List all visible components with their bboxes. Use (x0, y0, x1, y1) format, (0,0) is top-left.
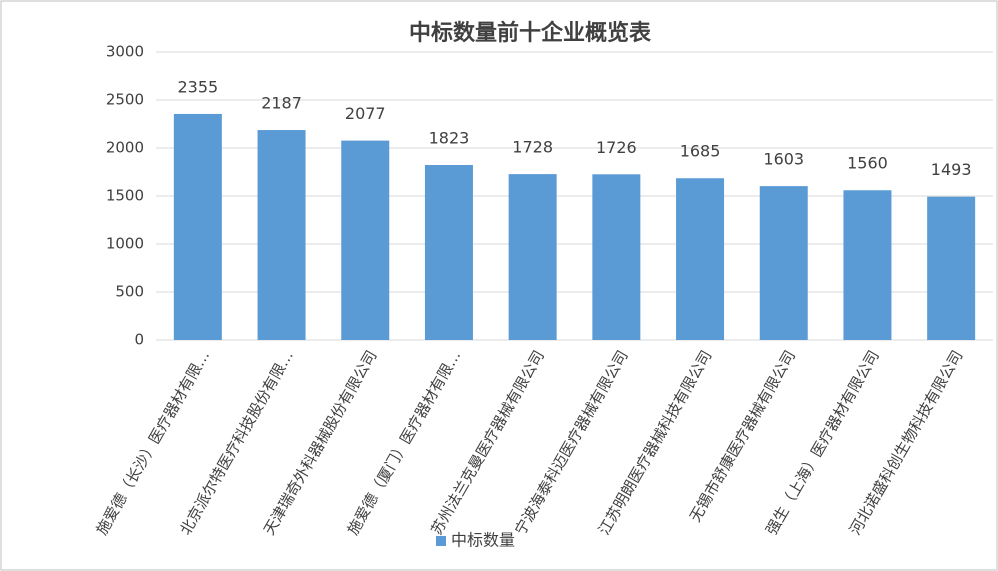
value-label: 1560 (847, 154, 888, 173)
y-tick-label: 3000 (106, 43, 144, 61)
y-tick-label: 1000 (106, 235, 144, 253)
bar (173, 113, 222, 340)
bar (592, 174, 641, 340)
value-label: 2077 (345, 104, 386, 123)
y-tick-label: 0 (134, 331, 144, 349)
value-label: 1823 (429, 128, 470, 147)
value-label: 1685 (680, 142, 721, 161)
value-label: 1726 (596, 138, 637, 157)
bar (759, 186, 808, 340)
bar (257, 130, 306, 340)
chart-title: 中标数量前十企业概览表 (409, 20, 652, 46)
value-label: 2187 (261, 94, 302, 113)
y-tick-label: 500 (115, 283, 144, 301)
value-label: 1728 (512, 138, 553, 157)
value-label: 1603 (763, 150, 804, 169)
bar (424, 164, 473, 340)
bar (341, 140, 390, 340)
value-label: 2355 (177, 77, 218, 96)
legend-label: 中标数量 (451, 531, 515, 550)
bar (927, 196, 976, 340)
y-tick-label: 1500 (106, 187, 144, 205)
y-tick-label: 2500 (106, 91, 144, 109)
legend-swatch (436, 536, 446, 546)
value-label: 1493 (931, 160, 972, 179)
bar (676, 178, 725, 340)
y-tick-label: 2000 (106, 139, 144, 157)
bar (843, 190, 892, 340)
bar (508, 174, 557, 340)
